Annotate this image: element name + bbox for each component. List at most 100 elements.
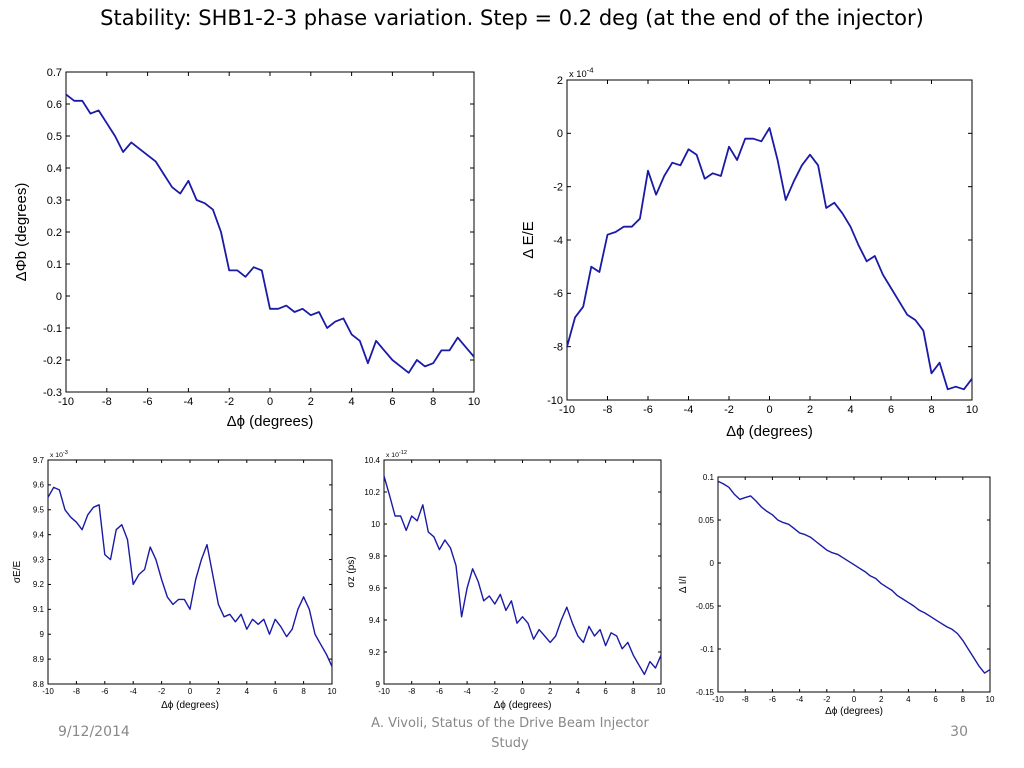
x-tick-label: -6 — [769, 695, 777, 704]
series-line — [717, 480, 991, 674]
x-tick-label: -10 — [559, 404, 575, 416]
x-tick-label: -2 — [491, 687, 499, 696]
y-tick-label: 9.6 — [369, 584, 381, 593]
chart-delta-i: -10 -8 -6 -4 -2 0 2 4 6 8 10 -0.15 -0.1 -0.05 0 0.05 0.1… — [678, 473, 995, 717]
y-axis-label: Δ I/I — [678, 576, 689, 593]
x-tick-label: -8 — [603, 404, 613, 416]
y-tick-label: 9.1 — [33, 605, 45, 614]
y-tick-label: 0.6 — [47, 99, 62, 111]
x-tick-label: 8 — [961, 695, 966, 704]
x-tick-label: -8 — [73, 687, 81, 696]
plot-frame — [717, 476, 991, 693]
y-axis-label: ΔΦb (degrees) — [13, 183, 30, 282]
axis-exponent: x 10-4 — [569, 66, 594, 79]
x-tick-label: 10 — [328, 687, 337, 696]
page-number: 30 — [950, 724, 968, 740]
x-tick-label: 6 — [888, 404, 894, 416]
x-tick-label: -4 — [184, 396, 194, 408]
y-tick-label: 0.7 — [47, 67, 62, 79]
y-tick-label: 9.4 — [369, 616, 381, 625]
x-tick-label: -10 — [712, 695, 724, 704]
x-tick-label: 0 — [520, 687, 525, 696]
x-tick-label: 8 — [631, 687, 636, 696]
x-tick-label: 2 — [308, 396, 314, 408]
x-tick-label: 6 — [273, 687, 278, 696]
y-tick-label: -0.1 — [43, 323, 62, 335]
y-tick-label: -0.05 — [696, 602, 715, 611]
y-tick-label: 0.1 — [703, 473, 715, 482]
y-tick-label: -0.15 — [696, 688, 715, 697]
slide-title: Stability: SHB1-2-3 phase variation. Ste… — [100, 6, 924, 30]
x-tick-label: -2 — [158, 687, 166, 696]
x-tick-label: 4 — [576, 687, 581, 696]
y-tick-label: 9.4 — [33, 530, 45, 539]
x-tick-label: -6 — [436, 687, 444, 696]
x-tick-label: 2 — [807, 404, 813, 416]
series-line — [566, 127, 973, 391]
x-tick-label: 6 — [933, 695, 938, 704]
x-axis-label: Δϕ (degrees) — [726, 423, 813, 440]
footer-text: A. Vivoli, Status of the Drive Beam Inje… — [371, 716, 649, 751]
chart-sigma-z: -10 -8 -6 -4 -2 0 2 4 6 8 10 9 9.2 9.4 9.6 9.8 10 10.2 10.… — [346, 450, 666, 711]
x-tick-label: -2 — [823, 695, 831, 704]
x-tick-label: 4 — [349, 396, 355, 408]
x-tick-label: 4 — [906, 695, 911, 704]
x-tick-label: 6 — [603, 687, 608, 696]
y-tick-label: 10 — [371, 520, 380, 529]
x-tick-label: -10 — [42, 687, 54, 696]
y-tick-label: 9.5 — [33, 506, 45, 515]
y-tick-label: 10.2 — [364, 488, 380, 497]
y-tick-label: -0.1 — [700, 645, 714, 654]
y-axis-label: σE/E — [12, 561, 23, 584]
x-axis-label: Δϕ (degrees) — [227, 413, 314, 430]
x-tick-label: -10 — [58, 396, 74, 408]
x-tick-label: -8 — [102, 396, 112, 408]
axis-exponent: x 10-3 — [50, 450, 68, 459]
x-tick-label: 2 — [548, 687, 553, 696]
chart-phi-b: -10 -8 -6 -4 -2 0 2 4 6 8 10 -0.3 -0.2 -0.1 0 0.1 0.2 0.3… — [13, 67, 480, 430]
y-tick-label: 9.2 — [369, 648, 381, 657]
y-tick-label: 0 — [710, 559, 715, 568]
x-tick-label: -2 — [224, 396, 234, 408]
x-tick-label: -2 — [724, 404, 734, 416]
y-tick-label: 10.4 — [364, 456, 380, 465]
x-tick-label: 6 — [389, 396, 395, 408]
x-tick-label: -6 — [143, 396, 153, 408]
x-tick-label: 0 — [766, 404, 772, 416]
plot-frame — [47, 459, 333, 685]
series-line — [47, 486, 333, 667]
y-tick-label: -0.3 — [43, 387, 62, 399]
x-tick-label: 8 — [430, 396, 436, 408]
x-tick-label: 8 — [928, 404, 934, 416]
plot-frame — [65, 71, 475, 393]
footer-date: 9/12/2014 — [58, 724, 130, 740]
y-tick-label: 8.8 — [33, 680, 45, 689]
x-tick-label: -8 — [408, 687, 416, 696]
x-tick-label: -4 — [464, 687, 472, 696]
y-tick-label: -2 — [553, 182, 563, 194]
axis-exponent: x 10-12 — [386, 450, 407, 459]
x-tick-label: -4 — [684, 404, 694, 416]
chart-delta-e: -10 -8 -6 -4 -2 0 2 4 6 8 10 -10 -8 -6 -4 -2 0 2 x 10-4 Δϕ … — [520, 66, 978, 440]
x-tick-label: 2 — [216, 687, 221, 696]
x-tick-label: 10 — [986, 695, 995, 704]
x-tick-label: 10 — [966, 404, 978, 416]
x-axis-label: Δϕ (degrees) — [825, 706, 883, 717]
y-tick-label: 2 — [557, 75, 563, 87]
y-tick-label: 9.2 — [33, 580, 45, 589]
y-tick-label: -0.2 — [43, 355, 62, 367]
x-tick-label: -4 — [796, 695, 804, 704]
x-tick-label: -10 — [378, 687, 390, 696]
x-tick-label: 4 — [245, 687, 250, 696]
x-tick-label: 10 — [657, 687, 666, 696]
x-axis-label: Δϕ (degrees) — [161, 700, 219, 711]
y-tick-label: 0.5 — [47, 131, 62, 143]
x-tick-label: 4 — [847, 404, 853, 416]
y-tick-label: 0.4 — [47, 163, 62, 175]
y-tick-label: -6 — [553, 288, 563, 300]
y-tick-label: 0.05 — [698, 516, 714, 525]
y-tick-label: 0.2 — [47, 227, 62, 239]
x-tick-label: -6 — [643, 404, 653, 416]
series-line — [65, 93, 475, 374]
y-tick-label: 9.6 — [33, 481, 45, 490]
